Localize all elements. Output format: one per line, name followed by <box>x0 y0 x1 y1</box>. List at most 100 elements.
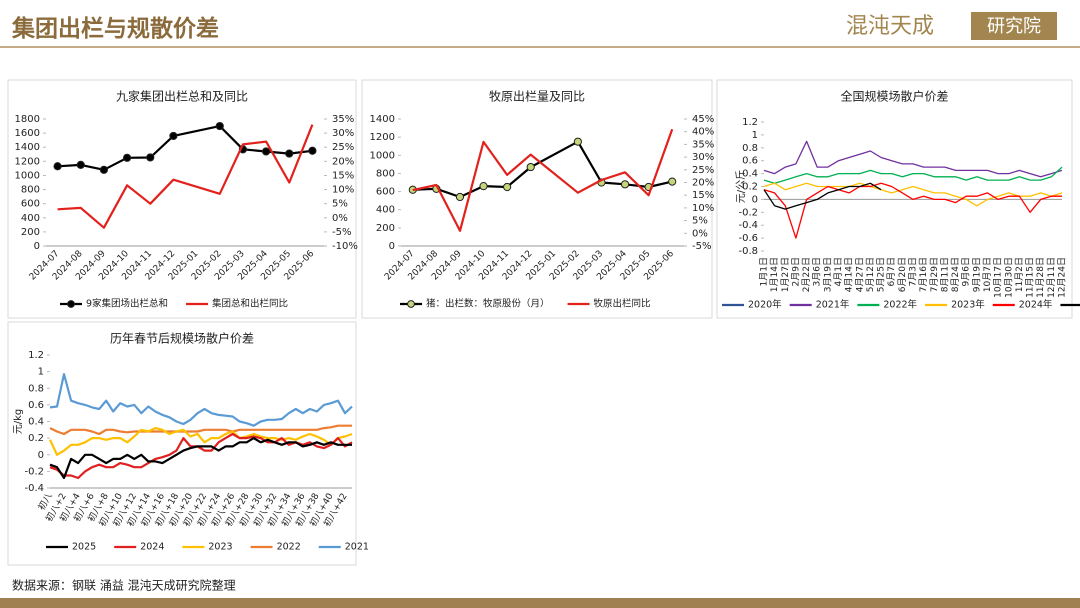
chart-panel <box>7 79 357 319</box>
y-tick-label: 0.6 <box>28 400 44 411</box>
series-line <box>57 124 314 229</box>
y-tick-label: 1 <box>38 367 44 378</box>
y-tick-label: 1400 <box>370 114 395 125</box>
y-tick-label: 800 <box>376 168 395 179</box>
y-tick-label: 400 <box>21 213 40 224</box>
series-line <box>49 373 353 427</box>
x-tick-label: 7月29日 <box>929 257 940 292</box>
chart-title: 牧原出栏量及同比 <box>489 89 585 104</box>
y2-tick-label: 0% <box>692 228 708 239</box>
x-tick-label: 11月15日 <box>1025 257 1036 298</box>
logo-box <box>971 12 1057 40</box>
x-tick-label: 1月14日 <box>769 257 780 292</box>
y-tick-label: 200 <box>376 223 395 234</box>
y2-tick-label: 35% <box>332 114 354 125</box>
y-tick-label: -0.4 <box>24 483 44 494</box>
legend-label: 集团总和出栏同比 <box>212 298 288 310</box>
y-tick-label: 1600 <box>15 128 40 139</box>
x-tick-label: 3月19日 <box>822 257 833 292</box>
y2-tick-label: 20% <box>692 178 714 189</box>
x-tick-label: 7月16日 <box>918 257 929 292</box>
y2-tick-label: 15% <box>332 170 354 181</box>
chart-title: 历年春节后规模场散户价差 <box>110 331 254 346</box>
y2-tick-label: 25% <box>332 142 354 153</box>
y-tick-label: 1 <box>752 130 758 141</box>
y-tick-label: 0 <box>38 450 44 461</box>
slide-title: 集团出栏与规散价差 <box>11 15 219 42</box>
series-marker <box>215 121 224 131</box>
y-tick-label: 0.2 <box>28 433 44 444</box>
series-line <box>49 437 352 480</box>
y2-tick-label: 35% <box>692 139 714 150</box>
y2-tick-label: 30% <box>692 152 714 163</box>
y-tick-label: -0.4 <box>738 220 758 231</box>
y-tick-label: -0.6 <box>738 233 758 244</box>
y2-tick-label: 5% <box>692 216 708 227</box>
x-tick-label: 12月24日 <box>1057 257 1068 298</box>
series-marker <box>146 153 155 162</box>
series-line <box>763 166 1063 184</box>
series-marker <box>503 182 512 192</box>
series-marker <box>455 192 465 202</box>
y-axis-title: 元/kg <box>13 409 24 435</box>
legend-label: 2024 <box>140 542 164 553</box>
x-tick-label: 6月20日 <box>897 257 908 292</box>
y-tick-label: 1000 <box>370 150 395 161</box>
legend-marker <box>67 300 75 308</box>
x-tick-label: 9月6日 <box>961 257 972 286</box>
x-tick-label: 5月12日 <box>865 257 876 292</box>
x-tick-label: 2月22日 <box>801 257 812 292</box>
y-tick-label: 0.6 <box>742 156 758 167</box>
y2-tick-label: -5% <box>332 227 351 238</box>
series-marker <box>99 165 109 174</box>
x-tick-label: 10月17日 <box>993 257 1004 298</box>
legend-label: 2021 <box>345 542 369 553</box>
legend-label: 2021年 <box>816 299 850 311</box>
series-marker <box>122 153 132 162</box>
x-tick-label: 9月19日 <box>971 257 982 292</box>
chart-title: 九家集团出栏总和及同比 <box>116 89 248 104</box>
y-tick-label: 0.4 <box>742 169 758 180</box>
series-line <box>412 128 674 232</box>
x-tick-label: 12月11日 <box>1046 257 1057 298</box>
y2-tick-label: -5% <box>692 241 711 252</box>
y2-tick-label: 10% <box>692 203 714 214</box>
y-tick-label: 600 <box>376 187 395 198</box>
series-marker <box>169 131 178 141</box>
x-tick-label: 2月9日 <box>790 257 801 286</box>
legend-label: 2024年 <box>1019 299 1053 311</box>
series-marker <box>620 180 630 189</box>
logo-text: 混沌天成 <box>846 14 934 39</box>
series-marker <box>53 162 62 171</box>
x-tick-label: 4月14日 <box>844 257 855 292</box>
y2-tick-label: 20% <box>332 156 354 167</box>
y-tick-label: 0 <box>34 241 40 252</box>
y-tick-label: 0.8 <box>28 383 44 394</box>
x-tick-label: 7月3日 <box>908 257 919 286</box>
y2-tick-label: 5% <box>332 199 348 210</box>
legend-label: 2023 <box>208 542 232 553</box>
legend-label: 猪：出栏数：牧原股份（月） <box>426 298 550 310</box>
footer-bar <box>0 598 1080 608</box>
y-tick-label: 0.4 <box>28 417 44 428</box>
x-tick-label: 1月27日 <box>780 257 791 292</box>
y-tick-label: 600 <box>21 199 40 210</box>
series-line <box>763 140 1063 178</box>
x-tick-label: 4月27日 <box>854 257 865 292</box>
y-tick-label: 1000 <box>15 170 40 181</box>
legend-label: 2022年 <box>883 299 917 311</box>
y-tick-label: -0.8 <box>738 246 758 257</box>
series-marker <box>261 147 271 156</box>
y2-tick-label: -10% <box>332 241 358 252</box>
series-marker <box>308 146 317 155</box>
y2-tick-label: 10% <box>332 185 354 196</box>
series-marker <box>526 162 535 172</box>
y-tick-label: 0.2 <box>742 182 758 193</box>
series-marker <box>573 137 582 146</box>
y-tick-label: 400 <box>376 205 395 216</box>
series-marker <box>479 182 488 191</box>
series-marker <box>76 160 85 169</box>
y2-tick-label: 45% <box>692 114 714 125</box>
y-tick-label: 0 <box>752 194 758 205</box>
